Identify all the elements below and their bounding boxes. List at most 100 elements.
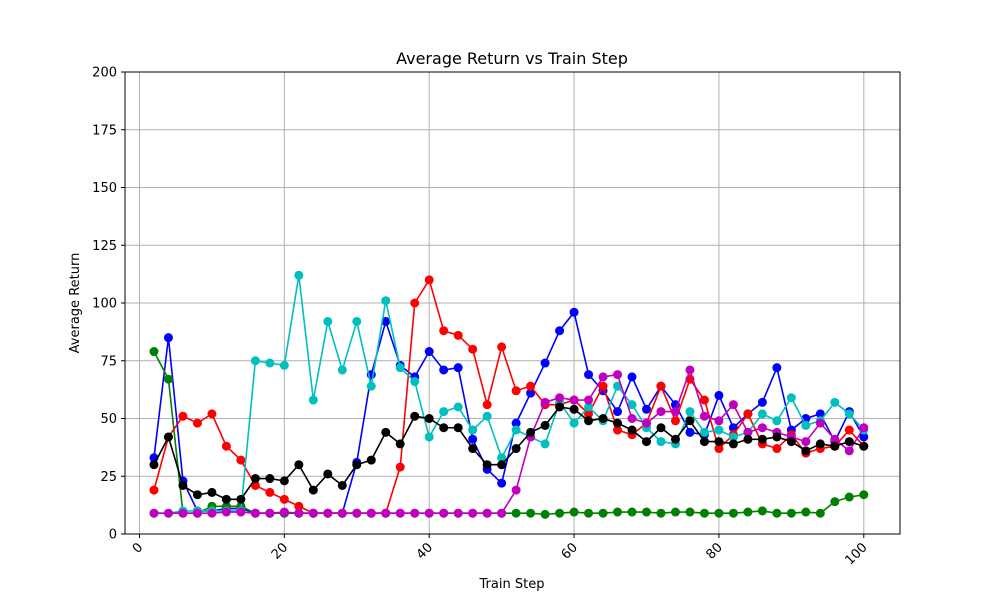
data-point bbox=[584, 395, 594, 405]
data-point bbox=[526, 508, 536, 518]
data-point bbox=[584, 370, 594, 380]
data-point bbox=[294, 508, 304, 518]
data-point bbox=[656, 437, 666, 447]
data-point bbox=[627, 372, 637, 382]
series-layer bbox=[149, 270, 869, 519]
x-axis-label: Train Step bbox=[479, 577, 545, 592]
data-point bbox=[526, 388, 536, 398]
y-tick-label: 25 bbox=[100, 470, 117, 485]
data-point bbox=[497, 460, 507, 470]
data-point bbox=[482, 400, 492, 410]
data-point bbox=[424, 414, 434, 423]
data-point bbox=[699, 427, 709, 437]
data-point bbox=[699, 411, 709, 421]
data-point bbox=[192, 490, 202, 500]
data-point bbox=[598, 508, 608, 518]
data-point bbox=[772, 363, 782, 373]
data-point bbox=[337, 480, 347, 490]
data-point bbox=[279, 494, 289, 504]
y-tick-label: 50 bbox=[100, 412, 117, 427]
data-point bbox=[395, 462, 405, 472]
data-point bbox=[439, 508, 449, 518]
data-point bbox=[642, 418, 651, 428]
data-point bbox=[830, 441, 840, 451]
data-point bbox=[294, 460, 304, 470]
y-tick-label: 100 bbox=[92, 297, 117, 312]
data-point bbox=[381, 316, 391, 326]
data-point bbox=[149, 347, 159, 357]
data-point bbox=[395, 439, 405, 449]
data-point bbox=[265, 358, 275, 368]
data-point bbox=[323, 316, 333, 326]
data-point bbox=[308, 395, 318, 405]
data-point bbox=[265, 487, 275, 497]
data-point bbox=[801, 446, 811, 456]
data-point bbox=[221, 441, 231, 451]
data-point bbox=[468, 444, 478, 454]
data-point bbox=[685, 416, 695, 426]
data-point bbox=[178, 508, 188, 518]
data-point bbox=[279, 476, 289, 486]
data-point bbox=[642, 404, 651, 414]
data-point bbox=[728, 423, 738, 433]
data-point bbox=[815, 439, 825, 449]
data-point bbox=[598, 381, 608, 391]
data-point bbox=[830, 434, 840, 444]
data-point bbox=[714, 425, 724, 435]
data-point bbox=[786, 508, 796, 518]
data-point bbox=[772, 432, 782, 442]
data-point bbox=[728, 432, 738, 442]
data-point bbox=[439, 407, 449, 417]
data-point bbox=[511, 386, 521, 396]
data-point bbox=[540, 509, 550, 519]
data-point bbox=[497, 453, 507, 463]
data-point bbox=[613, 407, 623, 417]
data-point bbox=[844, 409, 854, 419]
data-point bbox=[250, 356, 260, 366]
data-point bbox=[352, 508, 362, 518]
data-point bbox=[830, 397, 840, 407]
data-point bbox=[294, 501, 304, 511]
data-point bbox=[192, 418, 202, 428]
data-point bbox=[569, 395, 579, 405]
data-point bbox=[482, 460, 492, 470]
data-point bbox=[511, 425, 521, 435]
data-point bbox=[555, 393, 565, 403]
data-point bbox=[526, 427, 536, 437]
data-point bbox=[511, 444, 521, 454]
data-point bbox=[613, 507, 623, 517]
data-point bbox=[743, 409, 753, 419]
series-line bbox=[153, 275, 865, 515]
x-tick-label: 20 bbox=[269, 540, 291, 562]
data-point bbox=[714, 390, 724, 400]
data-point bbox=[540, 420, 550, 430]
data-point bbox=[642, 507, 651, 517]
data-point bbox=[699, 508, 709, 518]
data-point bbox=[439, 423, 449, 433]
data-point bbox=[265, 508, 275, 518]
data-point bbox=[410, 298, 420, 308]
data-point bbox=[815, 508, 825, 518]
data-point bbox=[308, 508, 318, 518]
y-axis-label: Average Return bbox=[68, 253, 83, 354]
data-point bbox=[337, 508, 347, 518]
data-point bbox=[757, 423, 767, 433]
data-point bbox=[699, 395, 709, 405]
data-point bbox=[149, 508, 159, 518]
data-point bbox=[250, 474, 260, 484]
data-point bbox=[468, 434, 478, 444]
data-point bbox=[786, 393, 796, 403]
y-tick-label: 150 bbox=[92, 181, 117, 196]
data-point bbox=[178, 411, 188, 421]
data-point bbox=[294, 270, 304, 280]
data-point bbox=[801, 507, 811, 517]
data-point bbox=[410, 508, 420, 518]
data-point bbox=[714, 416, 724, 426]
data-point bbox=[757, 506, 767, 516]
data-point bbox=[670, 434, 680, 444]
data-point bbox=[656, 381, 666, 391]
data-point bbox=[656, 407, 666, 417]
data-point bbox=[149, 460, 159, 470]
data-point bbox=[844, 437, 854, 447]
grid bbox=[125, 71, 900, 535]
